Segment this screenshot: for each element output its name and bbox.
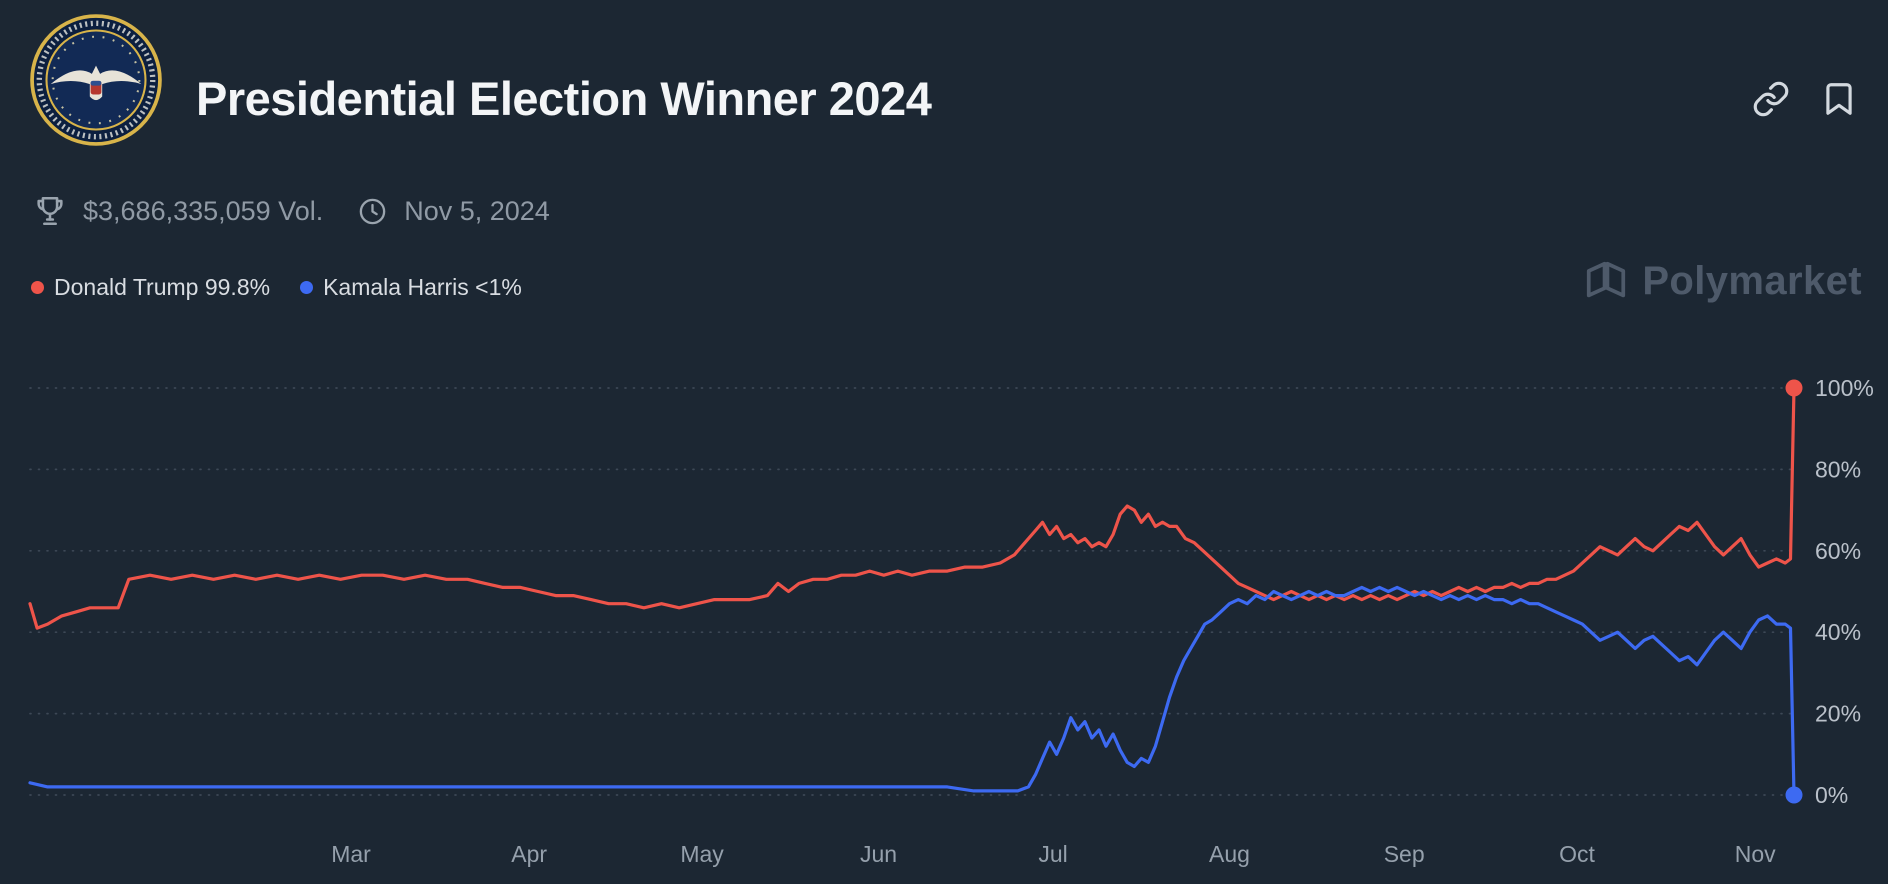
polymarket-logo-icon: [1583, 258, 1629, 304]
x-axis-label: Aug: [1209, 841, 1250, 867]
bookmark-icon[interactable]: [1820, 80, 1858, 118]
presidential-seal-logo: [30, 14, 162, 146]
trump-legend-dot: [31, 281, 44, 294]
polymarket-watermark: Polymarket: [1583, 258, 1862, 304]
end-date-text: Nov 5, 2024: [404, 195, 550, 226]
trophy-icon: [33, 194, 67, 228]
x-axis-label: Mar: [331, 841, 371, 867]
page-title: Presidential Election Winner 2024: [196, 72, 932, 125]
harris-legend-dot: [300, 281, 314, 294]
x-axis-label: Nov: [1735, 841, 1776, 867]
chart-legend: Donald Trump 99.8% Kamala Harris <1%: [31, 274, 522, 301]
y-axis-label: 100%: [1815, 375, 1874, 401]
series-end-dot-trump: [1785, 379, 1803, 397]
x-axis-label: Apr: [511, 841, 547, 867]
x-axis-label: Jul: [1038, 841, 1067, 867]
legend-item-harris[interactable]: Kamala Harris <1%: [300, 274, 522, 301]
y-axis-label: 0%: [1815, 782, 1848, 808]
x-axis-label: Oct: [1559, 841, 1595, 867]
clock-icon: [357, 196, 388, 227]
trump-legend-label: Donald Trump 99.8%: [54, 274, 271, 300]
x-axis-label: May: [680, 841, 724, 867]
series-end-dot-harris: [1785, 786, 1803, 804]
x-axis-label: Sep: [1384, 841, 1425, 867]
series-line-harris: [28, 585, 1796, 797]
link-icon[interactable]: [1752, 80, 1790, 118]
series-line-trump: [28, 386, 1796, 630]
polymarket-wordmark: Polymarket: [1642, 258, 1862, 303]
harris-legend-label: Kamala Harris <1%: [323, 274, 522, 300]
market-stats: $3,686,335,059 Vol. Nov 5, 2024: [33, 194, 550, 228]
legend-item-trump[interactable]: Donald Trump 99.8%: [31, 274, 270, 301]
y-axis-label: 60%: [1815, 538, 1861, 564]
y-axis-label: 80%: [1815, 456, 1861, 482]
y-axis-label: 40%: [1815, 619, 1861, 645]
header-actions: [1752, 80, 1858, 118]
y-axis-label: 20%: [1815, 701, 1861, 727]
volume-text: $3,686,335,059 Vol.: [83, 195, 324, 226]
x-axis-label: Jun: [860, 841, 897, 867]
